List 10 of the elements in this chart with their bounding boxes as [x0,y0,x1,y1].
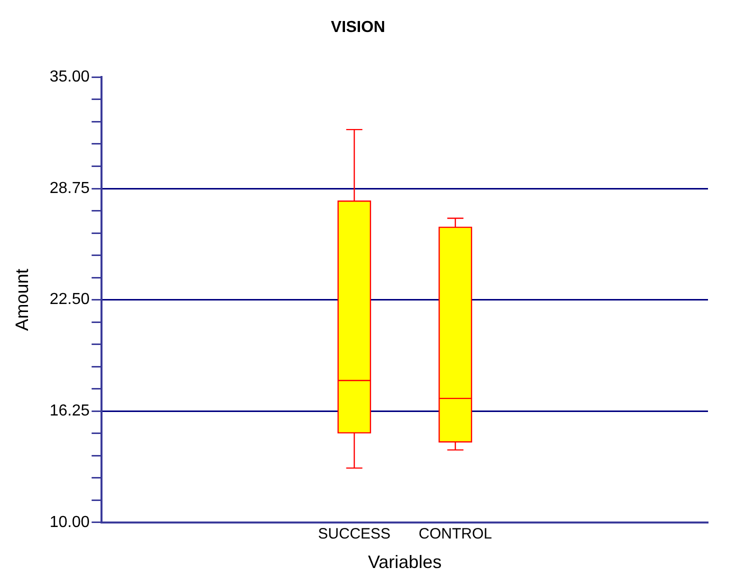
x-tick-label: SUCCESS [318,526,391,543]
y-tick-label: 10.00 [50,514,90,531]
y-tick-label: 35.00 [50,68,90,86]
y-axis-title: Amount [12,268,32,331]
y-tick-label: 28.75 [50,180,90,197]
x-axis-title: Variables [368,552,442,572]
y-tick-label: 16.25 [50,402,90,420]
y-tick-label: 22.50 [50,291,90,308]
x-tick-label: CONTROL [418,526,492,543]
chart-title: VISION [330,19,386,36]
